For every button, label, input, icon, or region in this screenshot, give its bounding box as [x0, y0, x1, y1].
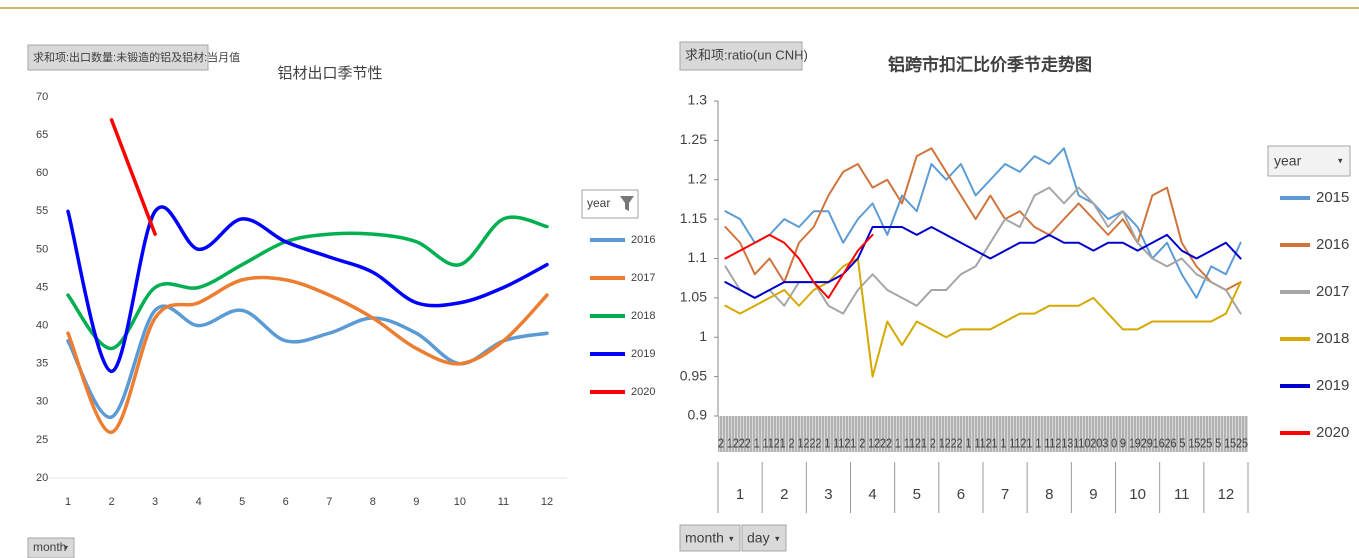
y-tick-label: 0.95: [680, 367, 707, 383]
series-line: [724, 147, 1242, 299]
y-tick-label: 30: [36, 396, 48, 408]
field-button-label: day: [747, 530, 770, 546]
filter-button[interactable]: [679, 41, 803, 71]
dropdown-arrow: ▾: [775, 533, 780, 543]
month-label: 11: [1174, 486, 1190, 503]
series-line: [66, 215, 549, 351]
filter-icon: [620, 196, 634, 211]
dropdown-arrow: ▾: [64, 543, 68, 552]
month-label: 7: [1001, 486, 1009, 503]
y-tick-label: 40: [36, 320, 48, 332]
legend-label: 2017: [631, 272, 655, 284]
filter-label: 求和项:出口数量:未锻造的铝及铝材:当月值: [33, 50, 240, 64]
y-tick-label: 1.25: [680, 131, 707, 147]
x-tick-label: 4: [196, 496, 202, 508]
filter-button[interactable]: [27, 44, 209, 71]
legend-label: 2018: [631, 310, 655, 322]
x-tick-label: 7: [326, 496, 332, 508]
day-labels: 2 1222 1 1121 2 1222 1 1121 2 1222 1 112…: [718, 435, 1248, 450]
y-tick-label: 1.2: [688, 170, 708, 186]
series-line: [724, 257, 1242, 378]
day-axis-band: [718, 416, 1248, 452]
legend-button[interactable]: [1267, 145, 1351, 177]
y-tick-label: 50: [36, 243, 48, 255]
field-button[interactable]: [27, 537, 75, 558]
month-label: 9: [1089, 486, 1097, 503]
series-line: [724, 226, 1242, 299]
x-tick-label: 8: [370, 496, 376, 508]
legend-label: 2017: [1316, 283, 1349, 300]
legend-label: 2015: [1316, 189, 1349, 206]
y-tick-label: 0.9: [688, 407, 708, 423]
y-tick-label: 65: [36, 129, 48, 141]
x-tick-label: 1: [65, 496, 71, 508]
y-tick-label: 20: [36, 472, 48, 484]
month-label: 6: [957, 486, 965, 503]
series-line: [66, 275, 549, 435]
chart-title: 铝跨市扣汇比价季节走势图: [888, 54, 1092, 74]
dropdown-arrow: ▾: [729, 533, 734, 543]
x-tick-label: 3: [152, 496, 158, 508]
legend-label: 2020: [1316, 424, 1349, 441]
series-line: [66, 205, 549, 374]
legend-label: 2019: [1316, 377, 1349, 394]
filter-label: 求和项:ratio(un CNH): [685, 47, 808, 62]
x-tick-label: 2: [108, 496, 114, 508]
series-line: [724, 147, 1242, 291]
legend-label: 2020: [631, 386, 655, 398]
y-tick-label: 55: [36, 205, 48, 217]
y-tick-label: 45: [36, 281, 48, 293]
y-tick-label: 70: [36, 91, 48, 103]
month-label: 1: [736, 486, 744, 503]
month-label: 10: [1129, 486, 1146, 503]
month-label: 8: [1045, 486, 1053, 503]
field-button[interactable]: [741, 524, 787, 552]
y-tick-label: 1.3: [688, 92, 708, 108]
legend-label: 2016: [631, 234, 655, 246]
field-button[interactable]: [679, 524, 741, 552]
x-tick-label: 10: [454, 496, 466, 508]
y-tick-label: 1.1: [688, 249, 708, 265]
y-tick-label: 25: [36, 434, 48, 446]
dropdown-arrow: ▾: [1338, 155, 1343, 165]
legend-label: 2018: [1316, 330, 1349, 347]
month-label: 12: [1218, 486, 1235, 503]
legend-title: year: [587, 196, 610, 210]
chart-title: 铝材出口季节性: [277, 65, 382, 82]
legend-title: year: [1274, 153, 1302, 169]
y-tick-label: 35: [36, 358, 48, 370]
x-tick-label: 6: [283, 496, 289, 508]
y-tick-label: 1: [699, 328, 707, 344]
month-label: 3: [824, 486, 832, 503]
y-tick-label: 1.05: [680, 289, 707, 305]
month-label: 4: [868, 486, 876, 503]
series-line: [724, 233, 874, 299]
y-tick-label: 60: [36, 167, 48, 179]
series-line: [109, 118, 157, 236]
month-label: 5: [913, 486, 921, 503]
legend-label: 2016: [1316, 236, 1349, 253]
field-button-label: month: [33, 540, 66, 554]
y-tick-label: 1.15: [680, 210, 707, 226]
month-label: 2: [780, 486, 788, 503]
legend-label: 2019: [631, 348, 655, 360]
x-tick-label: 5: [239, 496, 245, 508]
x-tick-label: 12: [541, 496, 553, 508]
x-tick-label: 11: [498, 496, 509, 508]
field-button-label: month: [685, 530, 724, 546]
x-tick-label: 9: [413, 496, 419, 508]
